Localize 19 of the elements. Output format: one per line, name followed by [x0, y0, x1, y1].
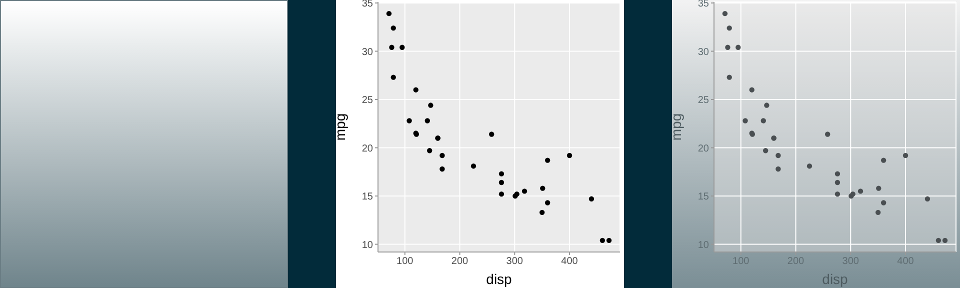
x-tick-label: 400: [561, 256, 578, 268]
y-tick-label: 10: [362, 240, 374, 251]
y-tick-label: 35: [698, 0, 710, 10]
y-tick-label: 20: [362, 143, 374, 154]
x-tick-label: 200: [451, 256, 469, 268]
y-tick-label: 20: [698, 143, 710, 154]
x-tick-label: 100: [396, 256, 414, 268]
y-tick-label: 30: [698, 46, 710, 58]
y-tick-label: 15: [698, 192, 710, 203]
y-tick-label: 25: [698, 95, 710, 106]
x-tick-label: 300: [506, 256, 524, 268]
x-axis-title: disp: [822, 271, 848, 287]
y-axis-title: mpg: [668, 113, 684, 141]
y-tick-label: 15: [362, 192, 374, 203]
y-tick-label: 25: [362, 95, 374, 106]
x-axis-title: disp: [486, 271, 512, 287]
y-axis-title: mpg: [332, 113, 348, 141]
y-tick-label: 35: [362, 0, 374, 10]
y-tick-label: 30: [362, 46, 374, 58]
